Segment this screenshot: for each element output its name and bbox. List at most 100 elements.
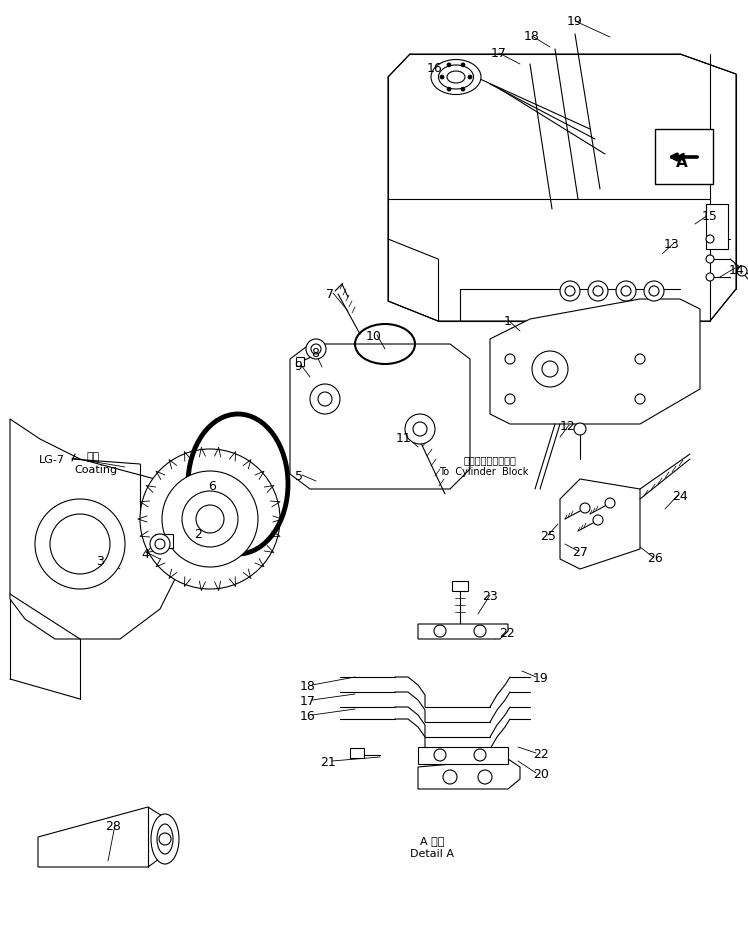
Bar: [350, 748, 364, 758]
Polygon shape: [560, 479, 640, 569]
Text: 21: 21: [320, 756, 336, 768]
Circle shape: [580, 503, 590, 514]
Text: 11: 11: [396, 432, 412, 445]
Text: 19: 19: [533, 671, 549, 684]
Circle shape: [162, 472, 258, 567]
Text: 5: 5: [295, 469, 303, 482]
Text: 25: 25: [540, 529, 556, 542]
Ellipse shape: [438, 66, 473, 90]
Circle shape: [505, 355, 515, 364]
Circle shape: [140, 450, 280, 590]
Circle shape: [311, 345, 321, 355]
Text: Detail A: Detail A: [410, 848, 454, 858]
Circle shape: [635, 395, 645, 404]
Circle shape: [50, 514, 110, 575]
Circle shape: [593, 286, 603, 297]
Text: 22: 22: [499, 627, 515, 640]
Text: 24: 24: [672, 489, 688, 502]
Circle shape: [560, 282, 580, 301]
Circle shape: [440, 76, 444, 80]
Circle shape: [150, 535, 170, 554]
Text: 12: 12: [560, 420, 576, 433]
Circle shape: [621, 286, 631, 297]
Circle shape: [447, 88, 451, 92]
Circle shape: [447, 64, 451, 68]
Circle shape: [182, 491, 238, 548]
Polygon shape: [418, 624, 508, 640]
Bar: [706, 205, 728, 249]
Text: 18: 18: [300, 679, 316, 692]
Circle shape: [505, 395, 515, 404]
Circle shape: [706, 273, 714, 282]
Polygon shape: [418, 747, 508, 764]
Text: 4: 4: [141, 548, 149, 561]
Polygon shape: [290, 345, 470, 489]
Polygon shape: [10, 420, 175, 640]
Text: 8: 8: [311, 347, 319, 360]
Text: 15: 15: [702, 210, 718, 222]
Ellipse shape: [157, 824, 173, 854]
Text: 7: 7: [326, 287, 334, 300]
Text: Coating: Coating: [75, 464, 117, 475]
Circle shape: [461, 88, 465, 92]
Text: 17: 17: [491, 47, 507, 60]
Circle shape: [474, 626, 486, 638]
Bar: [655, 130, 713, 184]
Circle shape: [434, 749, 446, 761]
Circle shape: [644, 282, 664, 301]
Circle shape: [443, 770, 457, 784]
Circle shape: [405, 414, 435, 445]
Bar: [296, 358, 304, 366]
Circle shape: [588, 282, 608, 301]
Circle shape: [306, 339, 326, 360]
Polygon shape: [418, 759, 520, 789]
Text: 16: 16: [300, 709, 316, 722]
Circle shape: [649, 286, 659, 297]
Circle shape: [35, 500, 125, 590]
Text: 17: 17: [300, 694, 316, 707]
Circle shape: [474, 749, 486, 761]
Polygon shape: [38, 807, 170, 867]
Text: 10: 10: [366, 330, 382, 343]
Polygon shape: [490, 299, 700, 425]
Circle shape: [478, 770, 492, 784]
Text: A 詳細: A 詳細: [420, 835, 444, 845]
Circle shape: [706, 235, 714, 244]
Ellipse shape: [151, 814, 179, 864]
Circle shape: [574, 424, 586, 436]
Text: 28: 28: [105, 819, 121, 832]
Polygon shape: [388, 55, 736, 322]
Circle shape: [737, 267, 747, 276]
Text: 1: 1: [504, 314, 512, 327]
Circle shape: [310, 385, 340, 414]
Text: 塗本: 塗本: [86, 451, 99, 462]
Text: To  Cylinder  Block: To Cylinder Block: [439, 466, 529, 476]
Text: LG-7: LG-7: [39, 454, 65, 464]
Circle shape: [155, 540, 165, 550]
Text: 20: 20: [533, 768, 549, 781]
Circle shape: [318, 392, 332, 407]
Circle shape: [413, 423, 427, 437]
Ellipse shape: [447, 72, 465, 84]
Text: 27: 27: [572, 545, 588, 558]
Text: 14: 14: [729, 263, 745, 276]
Circle shape: [434, 626, 446, 638]
Text: 23: 23: [482, 590, 498, 603]
Text: 9: 9: [294, 360, 302, 373]
Circle shape: [468, 76, 472, 80]
Text: 6: 6: [208, 479, 216, 492]
Text: A: A: [676, 155, 688, 170]
Ellipse shape: [431, 60, 481, 95]
Circle shape: [159, 833, 171, 845]
Text: 2: 2: [194, 527, 202, 540]
Text: 3: 3: [96, 554, 104, 567]
Text: シリンダブロックへ: シリンダブロックへ: [464, 454, 516, 464]
Circle shape: [565, 286, 575, 297]
Circle shape: [635, 355, 645, 364]
Circle shape: [532, 351, 568, 387]
Text: 13: 13: [664, 237, 680, 250]
Text: 22: 22: [533, 747, 549, 760]
Circle shape: [706, 256, 714, 263]
Circle shape: [461, 64, 465, 68]
Text: 19: 19: [567, 15, 583, 28]
